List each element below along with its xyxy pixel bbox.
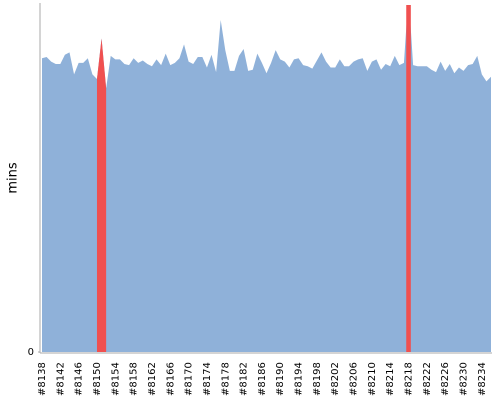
area-column <box>406 5 411 352</box>
x-tick-label: #8182 <box>239 362 250 396</box>
x-tick-label: #8146 <box>74 362 85 396</box>
x-tick-label: #8158 <box>129 362 140 396</box>
x-tick-label: #8210 <box>367 362 378 396</box>
x-tick-label: #8234 <box>477 362 488 396</box>
x-tick-label: #8222 <box>422 362 433 396</box>
x-tick-label: #8206 <box>349 362 360 396</box>
x-tick-label: #8186 <box>257 362 268 396</box>
x-tick-label: #8174 <box>202 362 213 396</box>
x-tick-label: #8170 <box>184 362 195 396</box>
x-tick-label: #8190 <box>275 362 286 396</box>
x-tick-label: #8198 <box>312 362 323 396</box>
y-axis-label: mins <box>6 162 21 194</box>
x-tick-label: #8138 <box>37 362 48 396</box>
x-tick-label: #8214 <box>385 362 396 396</box>
x-tick-label: #8178 <box>220 362 231 396</box>
y-tick-label: 0 <box>28 347 34 358</box>
x-tick-label: #8166 <box>165 362 176 396</box>
x-tick-label: #8218 <box>404 362 415 396</box>
area <box>42 5 491 352</box>
x-tick-label: #8202 <box>330 362 341 396</box>
area <box>96 38 107 352</box>
x-tick-label: #8162 <box>147 362 158 396</box>
x-tick-label: #8150 <box>92 362 103 396</box>
x-tick-label: #8194 <box>294 362 305 396</box>
x-tick-label: #8230 <box>459 362 470 396</box>
plot-area <box>42 5 491 352</box>
x-tick-label: #8154 <box>110 362 121 396</box>
x-tick-label: #8142 <box>55 362 66 396</box>
x-tick-label: #8226 <box>440 362 451 396</box>
